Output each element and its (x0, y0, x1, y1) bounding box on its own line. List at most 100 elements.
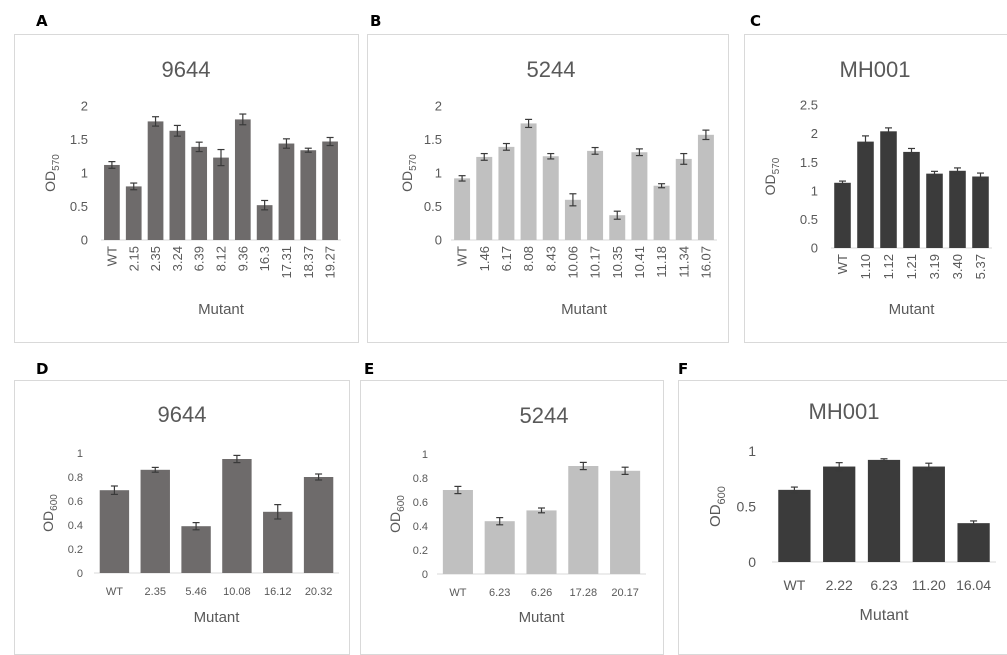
bar (675, 158, 692, 240)
bar (222, 459, 252, 573)
panel-letter-f: F (678, 360, 689, 378)
x-tick-label: 17.28 (570, 587, 598, 599)
bar (542, 156, 559, 240)
x-tick-label: 6.23 (489, 587, 510, 599)
y-tick-label: 0.6 (68, 496, 83, 508)
bar (322, 141, 338, 240)
bar (857, 141, 874, 248)
x-tick-label: 2.35 (148, 246, 163, 271)
bar-chart-4: 9644 0 0.2 0.4 0.6 0.8 1 OD600 WT 2.35 5.46 10.08 16… (40, 402, 339, 626)
x-tick-label: 3.19 (927, 254, 942, 279)
chart-title: MH001 (840, 57, 911, 82)
y-tick-label: 2 (811, 126, 818, 141)
bar (234, 119, 251, 240)
bar (303, 477, 334, 573)
y-tick-label: 0 (422, 569, 428, 581)
panel-letter-b: B (370, 12, 382, 30)
bar (278, 143, 295, 240)
x-tick-label: 10.41 (632, 246, 647, 279)
y-tick-label: 0.4 (68, 520, 83, 532)
x-tick-label: 6.23 (870, 577, 897, 593)
y-tick-label: 1 (77, 448, 83, 460)
x-axis-label: Mutant (561, 301, 608, 318)
chart-title: MH001 (809, 399, 880, 424)
x-axis-label: Mutant (860, 607, 909, 624)
bar (213, 157, 229, 240)
chart-title: 5244 (520, 403, 569, 428)
x-tick-label: 1.10 (858, 254, 873, 279)
y-tick-label: 0 (748, 554, 756, 570)
y-tick-label: 0.5 (800, 212, 818, 227)
y-tick-label: 2 (81, 99, 88, 114)
x-tick-label: WT (835, 254, 850, 274)
x-tick-label: 20.17 (611, 587, 639, 599)
x-tick-label: WT (455, 246, 470, 266)
x-tick-label: 8.12 (214, 246, 229, 271)
y-tick-label: 1 (811, 183, 818, 198)
bar (880, 131, 897, 248)
y-tick-label: 1.5 (800, 155, 818, 170)
bar (263, 511, 293, 573)
bar (867, 459, 901, 562)
bar (169, 130, 186, 240)
y-tick-label: 0.4 (413, 521, 428, 533)
bar (520, 123, 537, 240)
y-tick-label: 0.8 (68, 472, 83, 484)
x-tick-label: 19.27 (323, 246, 338, 279)
x-tick-label: 6.26 (531, 587, 552, 599)
y-axis-label: OD600 (387, 495, 407, 533)
bar (653, 185, 670, 240)
bar (957, 523, 990, 562)
x-tick-label: 1.46 (477, 246, 492, 271)
y-tick-label: 1.5 (424, 132, 442, 147)
x-tick-label: 2.22 (826, 577, 853, 593)
bar-chart-2: 5244 0 0.5 1 1.5 2 OD570 WT 1.46 6.17 8.08 8.43 10.0… (399, 57, 717, 318)
x-tick-label: WT (449, 587, 466, 599)
panel-letter-c: C (750, 12, 762, 30)
bar (926, 173, 943, 248)
panel-letter-a: A (36, 12, 48, 30)
y-tick-label: 0.6 (413, 497, 428, 509)
x-tick-label: WT (106, 586, 123, 598)
y-tick-label: 1 (748, 443, 756, 459)
x-tick-label: 16.3 (257, 246, 272, 271)
bar (498, 146, 515, 240)
bar (300, 150, 317, 240)
bar (526, 510, 557, 574)
bar (147, 121, 164, 240)
y-axis-label: OD570 (42, 154, 62, 192)
y-axis-label: OD600 (40, 494, 60, 532)
chart-title: 9644 (162, 57, 211, 82)
bar (442, 490, 473, 574)
x-tick-label: 8.08 (521, 246, 536, 271)
x-tick-label: 6.17 (499, 246, 514, 271)
x-tick-label: 20.32 (305, 586, 333, 598)
bar (454, 178, 471, 240)
y-tick-label: 0.2 (413, 545, 428, 557)
bar (181, 526, 211, 573)
bar (104, 164, 120, 240)
bar (191, 146, 208, 240)
y-tick-label: 1 (422, 449, 428, 461)
bar (823, 466, 856, 562)
x-tick-label: 8.43 (543, 246, 558, 271)
x-tick-label: 5.46 (185, 586, 206, 598)
bar (697, 134, 714, 240)
panel-letter-e: E (364, 360, 375, 378)
bar (568, 466, 599, 574)
bar (972, 176, 989, 248)
x-tick-label: 3.24 (170, 246, 185, 271)
chart-panel-d (14, 380, 350, 655)
x-tick-label: 9.36 (235, 246, 250, 271)
y-tick-label: 0.5 (737, 498, 757, 514)
x-tick-label: 11.20 (912, 577, 946, 593)
y-tick-label: 1 (81, 166, 88, 181)
bar (99, 490, 130, 573)
bar (631, 152, 648, 240)
bar (912, 466, 945, 562)
x-tick-label: 3.40 (950, 254, 965, 279)
y-axis-label: OD570 (399, 154, 419, 192)
y-tick-label: 0.5 (424, 199, 442, 214)
x-tick-label: 5.37 (973, 254, 988, 279)
bar (778, 489, 811, 562)
